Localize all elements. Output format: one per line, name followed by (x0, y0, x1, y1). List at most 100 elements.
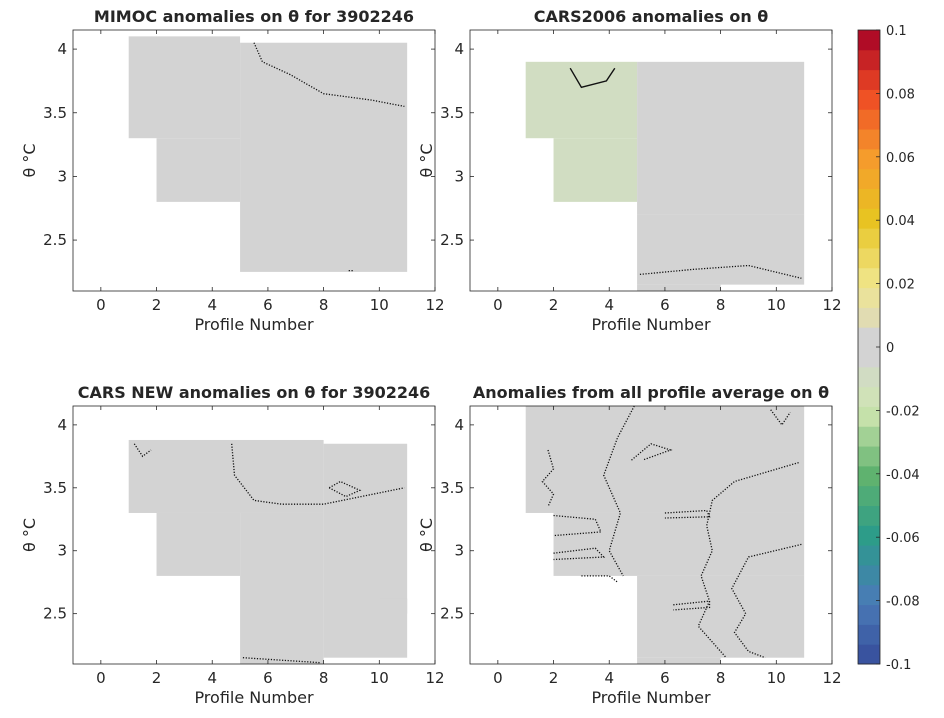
colorbar-tick-label: 0.04 (886, 214, 915, 229)
contour-line (770, 409, 791, 427)
x-tick-label: 6 (660, 296, 670, 314)
axes-box (469, 29, 833, 292)
x-tick-label: 0 (493, 669, 503, 687)
colorbar-segment (858, 30, 880, 51)
x-tick-label: 8 (716, 669, 726, 687)
y-tick-label: 3.5 (43, 104, 67, 122)
colorbar-segment (858, 366, 880, 388)
panel-title: Anomalies from all profile average on θ (473, 383, 829, 402)
colorbar-segment (858, 545, 880, 566)
colorbar-segment (858, 168, 880, 189)
heatmap-cell (128, 439, 324, 513)
panel-title: CARS2006 anomalies on θ (534, 7, 769, 26)
axes-box (72, 405, 436, 665)
x-tick-label: 2 (152, 669, 162, 687)
x-tick-label: 6 (660, 669, 670, 687)
contour-line (133, 443, 152, 458)
colorbar-segment (858, 49, 880, 71)
x-tick-label: 4 (207, 669, 217, 687)
y-tick-label: 3.5 (440, 479, 464, 497)
y-tick-label: 4 (454, 416, 464, 434)
contour-line (569, 67, 616, 89)
heatmap-cell (156, 512, 241, 576)
colorbar-segment (858, 109, 880, 130)
contour-line (231, 443, 405, 505)
x-tick-label: 12 (425, 296, 444, 314)
x-tick-label: 12 (822, 669, 841, 687)
y-axis-label: θ °C (417, 518, 436, 552)
colorbar-tick-label: 0.02 (886, 278, 915, 293)
contour-line (328, 480, 362, 498)
colorbar-segment (858, 584, 880, 606)
colorbar-segment (858, 426, 880, 447)
y-tick-label: 3 (454, 167, 464, 185)
heatmap-cell (128, 36, 241, 139)
x-tick-label: 8 (319, 669, 329, 687)
heatmap-cell (637, 657, 721, 664)
panel-1: 0 2 4 6 8 10 12 2.5 3 3.5 4 MIMOC anomalies on θ fo… (20, 7, 445, 334)
x-tick-label: 4 (604, 669, 614, 687)
colorbar-segment (858, 624, 880, 645)
x-tick-label: 0 (96, 296, 106, 314)
contour-line (581, 575, 618, 583)
contour-line (731, 543, 802, 659)
colorbar-segment (858, 327, 880, 348)
y-tick-label: 3.5 (440, 104, 464, 122)
panel-2: 0 2 4 6 8 10 12 2.5 3 3.5 4 CARS2006 anomalies on θ… (417, 7, 842, 334)
heatmap-cell (553, 512, 805, 576)
x-axis-label: Profile Number (591, 315, 711, 334)
colorbar-segment (858, 505, 880, 526)
colorbar-segment (858, 446, 880, 467)
y-axis-label: θ °C (417, 143, 436, 177)
colorbar-segment (858, 208, 880, 229)
panel-title: MIMOC anomalies on θ for 3902246 (94, 7, 414, 26)
x-tick-label: 4 (604, 296, 614, 314)
contour-line (253, 42, 405, 108)
colorbar-tick-label: 0.08 (886, 87, 915, 102)
colorbar-segment (858, 386, 880, 407)
y-tick-label: 4 (57, 40, 67, 58)
contour-line (242, 657, 321, 664)
y-tick-label: 3 (57, 167, 67, 185)
colorbar-segment (858, 564, 880, 586)
x-tick-label: 2 (549, 296, 559, 314)
heatmap-cell (379, 598, 408, 614)
y-tick-label: 2.5 (440, 605, 464, 623)
colorbar-segment (858, 247, 880, 269)
x-tick-label: 10 (767, 669, 786, 687)
y-tick-label: 3 (454, 542, 464, 560)
y-tick-label: 2.5 (43, 231, 67, 249)
colorbar-segment (858, 148, 880, 170)
heatmap-cell (553, 138, 638, 202)
y-tick-label: 3.5 (43, 479, 67, 497)
colorbar-segment (858, 347, 880, 368)
x-tick-label: 2 (152, 296, 162, 314)
heatmap-cell (323, 443, 408, 658)
heatmap-cell (637, 575, 805, 658)
y-axis-label: θ °C (20, 143, 39, 177)
panel-title: CARS NEW anomalies on θ for 3902246 (78, 383, 431, 402)
heatmap-cell (637, 61, 805, 215)
colorbar-tick-label: -0.08 (886, 595, 920, 610)
colorbar: 0.1 0.08 0.06 0.04 0.02 0 -0.02 -0.04 -0.06 -0.08… (857, 24, 920, 673)
y-tick-label: 4 (57, 416, 67, 434)
colorbar-segment (858, 604, 880, 625)
colorbar-tick-label: -0.06 (886, 531, 920, 546)
colorbar-tick-label: -0.1 (886, 658, 911, 673)
contour-line (697, 461, 799, 659)
x-tick-label: 10 (370, 669, 389, 687)
y-axis-label: θ °C (20, 518, 39, 552)
colorbar-tick-label: -0.04 (886, 468, 920, 483)
colorbar-tick-label: -0.02 (886, 404, 920, 419)
heatmap-cell (156, 138, 241, 202)
y-tick-label: 3 (57, 542, 67, 560)
heatmap-cell (525, 61, 638, 139)
axes-box (469, 405, 833, 665)
x-tick-label: 0 (96, 669, 106, 687)
x-tick-label: 4 (207, 296, 217, 314)
x-tick-label: 0 (493, 296, 503, 314)
colorbar-segment (858, 525, 880, 546)
x-tick-label: 10 (370, 296, 389, 314)
contour-line (541, 449, 555, 507)
